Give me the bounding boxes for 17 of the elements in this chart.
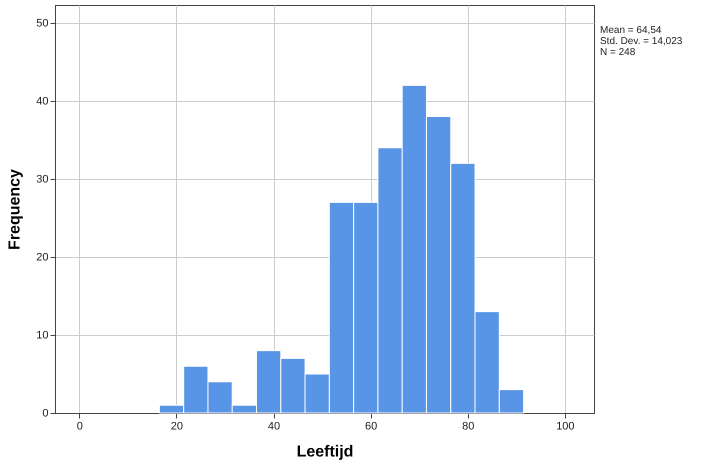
text: Std. Dev. = 14,023 [600,36,683,47]
x-tick-label: 100 [556,420,575,432]
x-tick-label: 60 [365,420,378,432]
y-axis-title: Frequency [6,168,24,250]
y-tick-label: 30 [36,173,48,186]
y-tick-label: 50 [36,17,48,30]
text: N = 248 [600,47,636,58]
y-tick-label: 20 [36,251,48,264]
text: Mean = 64,54 [600,25,662,36]
x-tick-label: 80 [462,420,474,432]
x-tick-label: 20 [170,420,184,432]
x-tick-label: 40 [268,420,280,432]
y-tick-label: 10 [36,329,48,342]
x-tick-label: 0 [76,420,83,432]
x-axis-title: Leeftijd [296,444,354,460]
y-tick-label: 0 [42,408,48,420]
y-tick-label: 40 [36,95,48,108]
